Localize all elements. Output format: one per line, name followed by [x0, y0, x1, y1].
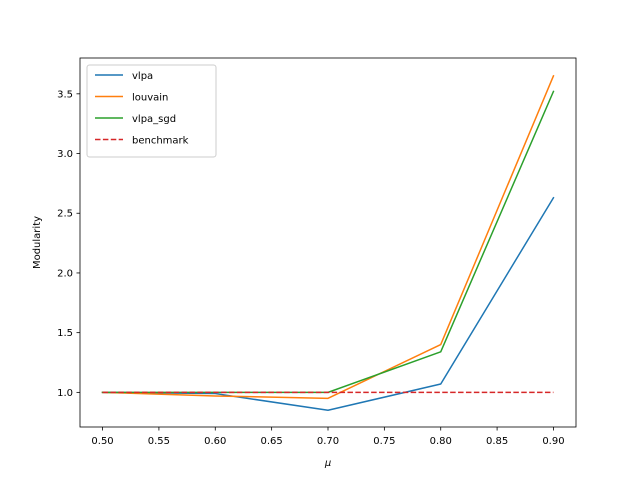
x-axis-ticks: 0.50 0.55 0.60 0.65 0.70 0.75 0.80 0.85 0.90	[91, 427, 565, 447]
x-tick-label: 0.90	[542, 436, 564, 447]
y-tick-label: 3.0	[57, 149, 73, 160]
y-tick-label: 2.5	[57, 209, 73, 220]
x-tick-label: 0.80	[430, 436, 452, 447]
y-axis-ticks: 1.0 1.5 2.0 2.5 3.0 3.5	[57, 89, 80, 399]
y-tick-label: 3.5	[57, 89, 73, 100]
x-tick-label: 0.85	[486, 436, 508, 447]
legend: vlpa louvain vlpa_sgd benchmark	[86, 64, 217, 158]
legend-label: vlpa_sgd	[132, 114, 176, 125]
series-layer	[101, 74, 555, 412]
legend-label: vlpa	[132, 71, 153, 82]
y-tick-label: 1.5	[57, 328, 73, 339]
x-axis-label: μ	[324, 458, 331, 469]
legend-box	[86, 64, 217, 158]
x-tick-label: 0.70	[317, 436, 339, 447]
legend-label: benchmark	[132, 136, 189, 147]
x-tick-label: 0.50	[91, 436, 113, 447]
x-tick-label: 0.75	[373, 436, 395, 447]
series-line-vlpa	[101, 196, 555, 412]
x-tick-label: 0.55	[148, 436, 170, 447]
x-tick-label: 0.65	[261, 436, 283, 447]
y-tick-label: 2.0	[57, 268, 73, 279]
x-tick-label: 0.60	[204, 436, 226, 447]
y-tick-label: 1.0	[57, 388, 73, 399]
legend-label: louvain	[132, 93, 168, 104]
series-line-louvain	[101, 74, 555, 400]
y-axis-label: Modularity	[32, 216, 43, 269]
